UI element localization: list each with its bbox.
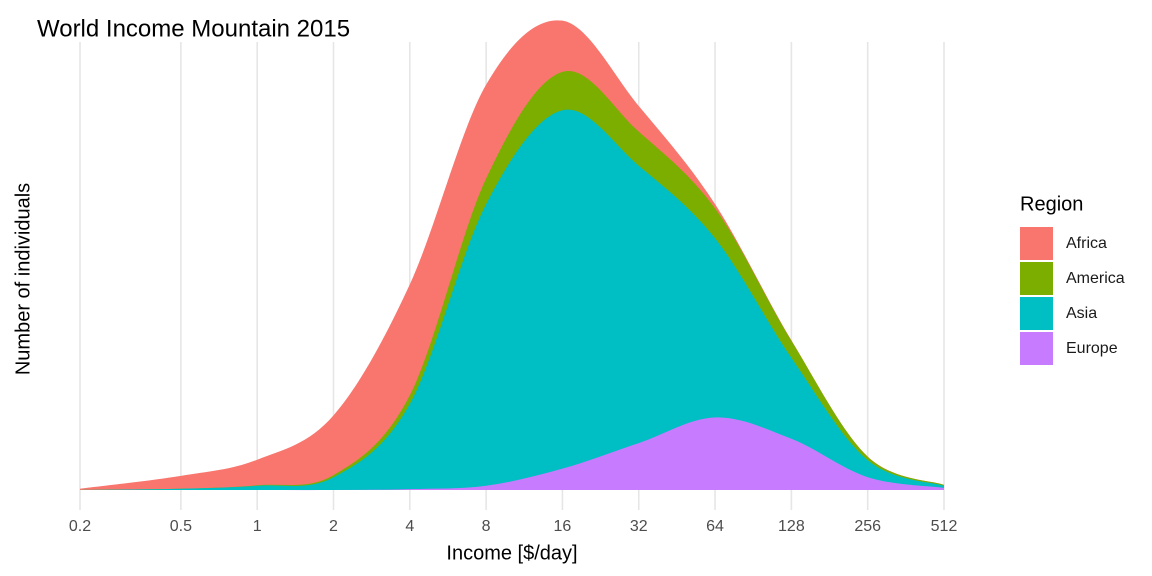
x-axis-title: Income [$/day] <box>446 542 577 564</box>
x-tick-label: 32 <box>630 518 648 535</box>
x-tick-label: 64 <box>706 518 724 535</box>
legend-label-asia: Asia <box>1066 305 1097 322</box>
area-asia <box>80 109 944 491</box>
x-tick-label: 512 <box>931 518 958 535</box>
x-tick-label: 128 <box>778 518 805 535</box>
x-tick-label: 0.2 <box>69 518 91 535</box>
legend-items: Africa America Asia Europe <box>1020 227 1125 365</box>
x-tick-label: 256 <box>854 518 881 535</box>
legend-label-america: America <box>1066 270 1125 287</box>
x-tick-label: 0.5 <box>170 518 192 535</box>
legend-swatch-asia <box>1020 297 1053 330</box>
x-tick-label: 16 <box>554 518 572 535</box>
y-axis-title: Number of individuals <box>12 183 34 375</box>
legend-swatch-africa <box>1020 227 1053 260</box>
legend-label-africa: Africa <box>1066 235 1107 252</box>
legend-label-europe: Europe <box>1066 340 1118 357</box>
legend-swatch-europe <box>1020 332 1053 365</box>
x-tick-label: 8 <box>482 518 491 535</box>
legend: Region Africa America Asia Europe <box>1020 193 1125 365</box>
x-tick-label: 1 <box>253 518 262 535</box>
legend-swatch-america <box>1020 262 1053 295</box>
area-europe <box>80 417 944 491</box>
stacked-areas <box>80 20 944 491</box>
x-axis-ticks: 0.2 0.5 1 2 4 8 16 32 64 128 256 512 <box>69 518 958 535</box>
legend-title: Region <box>1020 193 1083 215</box>
chart-title: World Income Mountain 2015 <box>37 15 350 42</box>
x-tick-label: 4 <box>405 518 414 535</box>
x-tick-label: 2 <box>329 518 338 535</box>
